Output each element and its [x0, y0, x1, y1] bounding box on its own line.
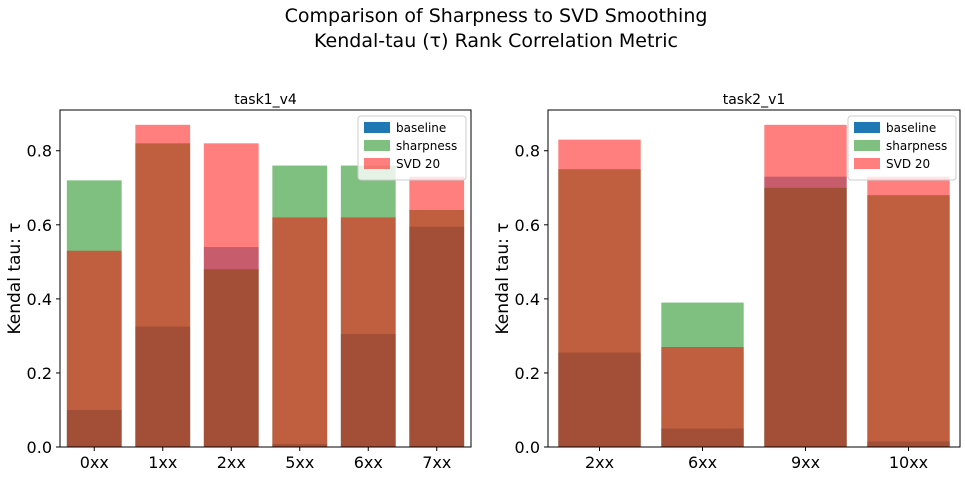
- legend: baseline sharpness SVD 20: [357, 115, 467, 181]
- legend-swatch-baseline: [364, 122, 390, 133]
- x-tick-label: 9xx: [791, 453, 820, 472]
- y-tick-label: 0.0: [515, 438, 540, 457]
- bar-svd-20-2xx: [203, 143, 259, 447]
- legend-swatch-svd-20: [364, 158, 390, 169]
- legend-swatch-sharpness: [364, 140, 390, 151]
- legend-label: SVD 20: [396, 157, 440, 171]
- bar-svd-20-10xx: [867, 176, 950, 447]
- legend-label: baseline: [396, 121, 446, 135]
- subplot-title: task1_v4: [234, 92, 297, 108]
- bar-svd-20-1xx: [135, 124, 191, 447]
- y-axis-label: Kendal tau: τ: [493, 222, 513, 334]
- subplot-title: task2_v1: [723, 92, 786, 108]
- y-axis-label: Kendal tau: τ: [5, 222, 25, 334]
- legend-label: sharpness: [886, 139, 947, 153]
- legend-swatch-svd-20: [854, 158, 880, 169]
- legend-label: sharpness: [396, 139, 457, 153]
- bar-svd-20-9xx: [764, 124, 847, 447]
- y-tick-label: 0.6: [515, 216, 540, 235]
- subplot-1: 0.0 0.2 0.4 0.6 0.8 0xx 1xx 2xx 5xx 6xx 7xx task1_v…: [5, 92, 472, 472]
- plot-frame: [59, 109, 472, 448]
- y-tick-label: 0.8: [515, 142, 540, 161]
- y-tick-label: 0.6: [27, 216, 52, 235]
- bar-svd-20-6xx: [340, 217, 396, 447]
- y-tick-label: 0.4: [27, 290, 52, 309]
- legend: baseline sharpness SVD 20: [847, 115, 957, 181]
- y-tick-label: 0.8: [27, 142, 52, 161]
- x-tick-label: 10xx: [889, 453, 928, 472]
- x-tick-label: 6xx: [354, 453, 383, 472]
- legend-swatch-baseline: [854, 122, 880, 133]
- legend-swatch-sharpness: [854, 140, 880, 151]
- bar-svd-20-0xx: [66, 250, 122, 447]
- bar-svd-20-7xx: [409, 176, 465, 447]
- figure-title-line1: Comparison of Sharpness to SVD Smoothing: [285, 5, 708, 27]
- legend-label: SVD 20: [886, 157, 930, 171]
- y-tick-label: 0.2: [515, 364, 540, 383]
- x-tick-label: 6xx: [688, 453, 717, 472]
- figure-title-line2: Kendal-tau (τ) Rank Correlation Metric: [314, 30, 678, 52]
- bar-svd-20-5xx: [272, 217, 328, 447]
- bar-svd-20-2xx: [558, 139, 641, 447]
- bar-svd-20-6xx: [661, 347, 744, 447]
- y-tick-label: 0.0: [27, 438, 52, 457]
- plot-frame: [547, 109, 961, 448]
- y-tick-label: 0.4: [515, 290, 540, 309]
- x-tick-label: 2xx: [217, 453, 246, 472]
- x-tick-label: 2xx: [585, 453, 614, 472]
- x-tick-label: 1xx: [148, 453, 177, 472]
- legend-label: baseline: [886, 121, 936, 135]
- y-tick-label: 0.2: [27, 364, 52, 383]
- subplot-2: 0.0 0.2 0.4 0.6 0.8 2xx 6xx 9xx 10xx task2_v1 Kend…: [493, 92, 961, 472]
- x-tick-label: 0xx: [80, 453, 109, 472]
- x-tick-label: 7xx: [422, 453, 451, 472]
- x-tick-label: 5xx: [285, 453, 314, 472]
